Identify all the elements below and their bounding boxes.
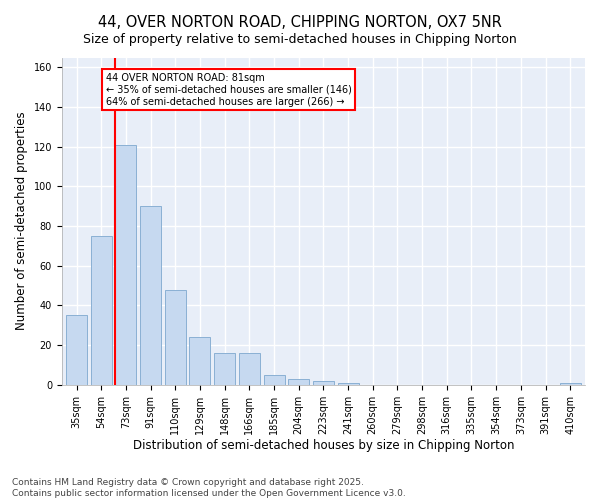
Text: 44 OVER NORTON ROAD: 81sqm
← 35% of semi-detached houses are smaller (146)
64% o: 44 OVER NORTON ROAD: 81sqm ← 35% of semi… — [106, 74, 352, 106]
Bar — [115, 145, 136, 385]
Bar — [91, 236, 112, 385]
Bar — [313, 381, 334, 385]
Bar — [190, 337, 211, 385]
Text: Size of property relative to semi-detached houses in Chipping Norton: Size of property relative to semi-detach… — [83, 32, 517, 46]
Bar — [66, 316, 87, 385]
X-axis label: Distribution of semi-detached houses by size in Chipping Norton: Distribution of semi-detached houses by … — [133, 440, 514, 452]
Y-axis label: Number of semi-detached properties: Number of semi-detached properties — [15, 112, 28, 330]
Text: Contains HM Land Registry data © Crown copyright and database right 2025.
Contai: Contains HM Land Registry data © Crown c… — [12, 478, 406, 498]
Bar — [140, 206, 161, 385]
Bar — [263, 375, 284, 385]
Bar — [214, 353, 235, 385]
Bar — [239, 353, 260, 385]
Bar — [288, 379, 309, 385]
Text: 44, OVER NORTON ROAD, CHIPPING NORTON, OX7 5NR: 44, OVER NORTON ROAD, CHIPPING NORTON, O… — [98, 15, 502, 30]
Bar — [560, 383, 581, 385]
Bar — [338, 383, 359, 385]
Bar — [165, 290, 186, 385]
